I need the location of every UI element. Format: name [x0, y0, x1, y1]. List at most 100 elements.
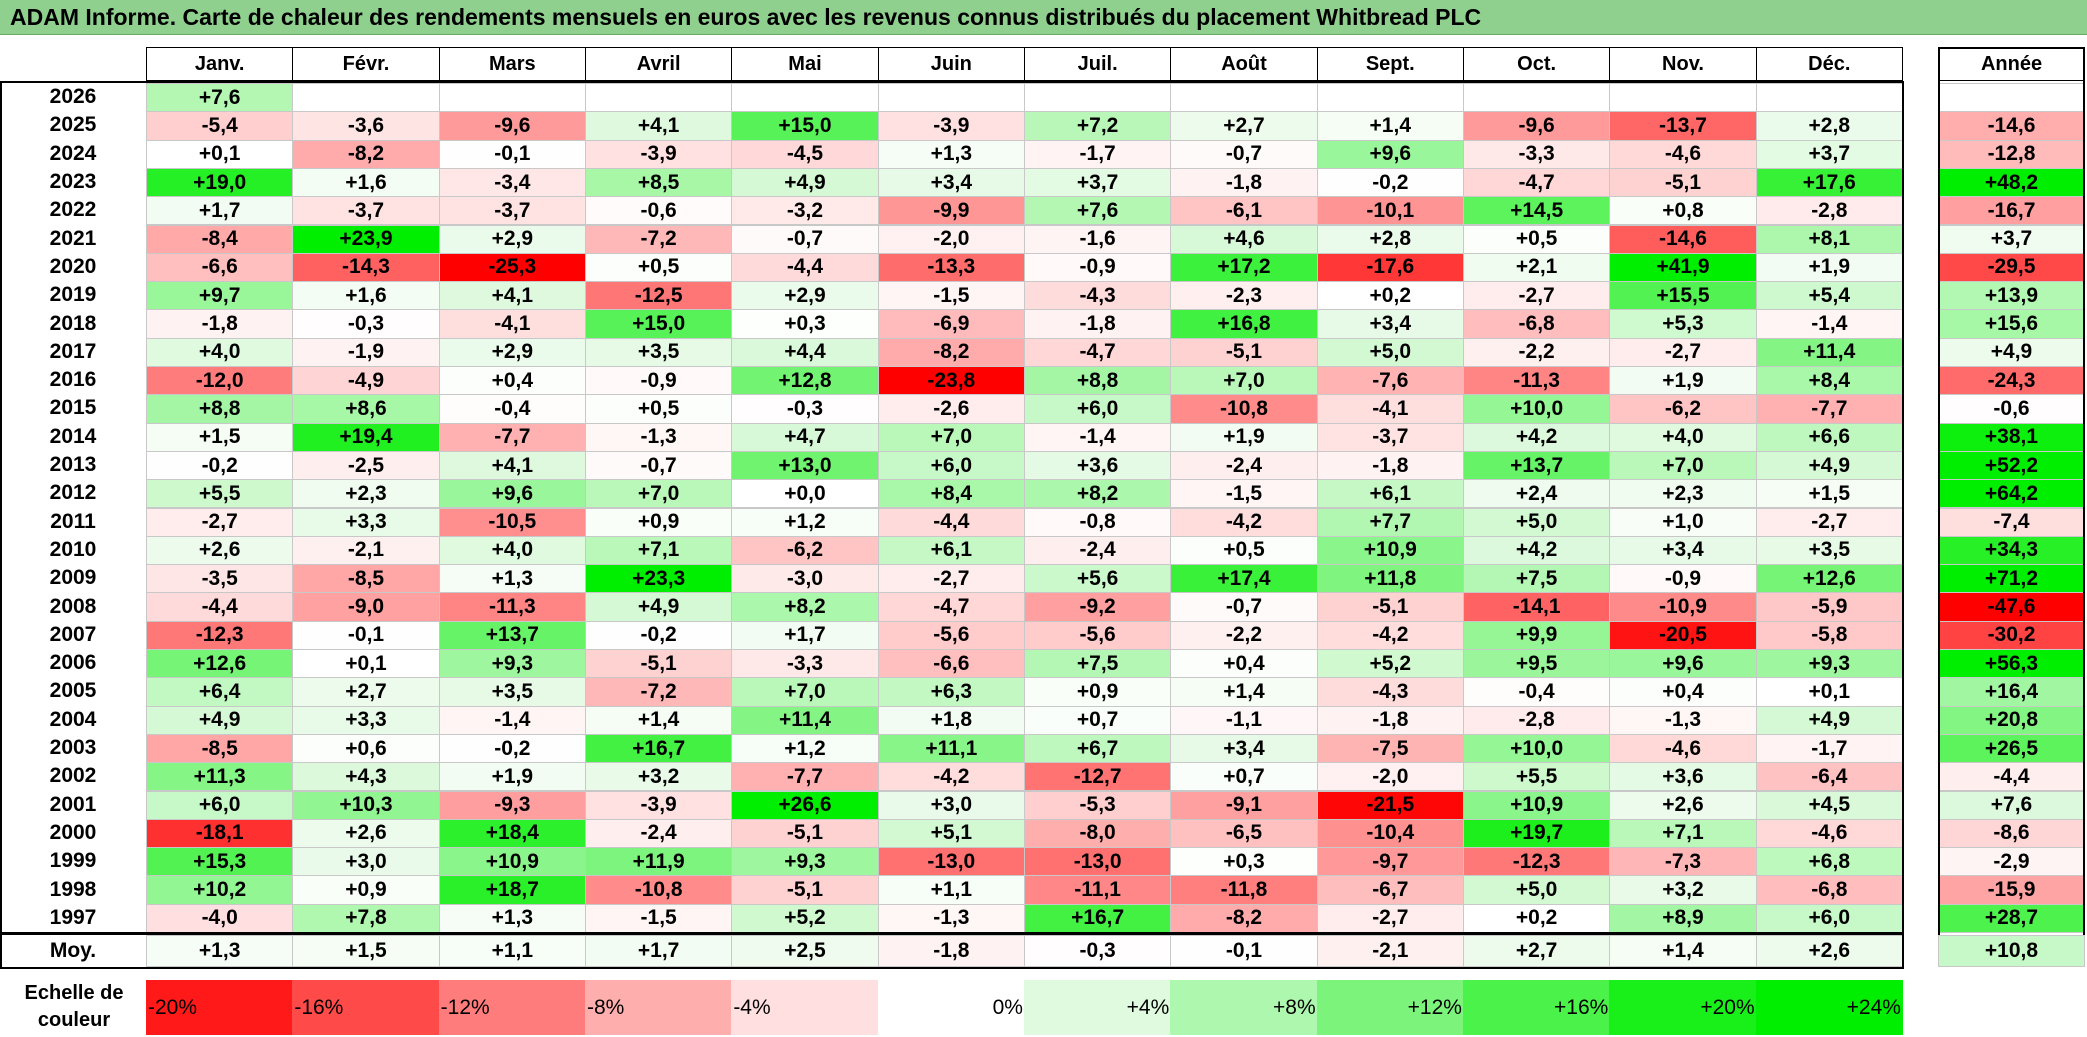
heatmap-cell: -5,4: [146, 111, 294, 141]
heatmap-cell: +2,7: [1170, 111, 1318, 141]
scale-tick-label: -16%: [294, 995, 344, 1019]
heatmap-cell: +7,6: [1023, 196, 1172, 226]
heatmap-cell: +15,5: [1609, 281, 1757, 311]
heatmap-cell: -10,4: [1316, 818, 1464, 849]
heatmap-cell: -1,5: [877, 281, 1025, 311]
heatmap-cell: +0,1: [146, 139, 294, 169]
heatmap-cell: -3,9: [584, 790, 733, 820]
heatmap-cell: -7,7: [438, 422, 586, 452]
heatmap-cell: -0,3: [292, 309, 440, 339]
heatmap-cell: +0,5: [1462, 224, 1611, 254]
row-year-label: 2002: [49, 764, 97, 788]
heatmap-cell: -9,3: [438, 790, 586, 820]
heatmap-cell: +3,5: [584, 337, 733, 367]
heatmap-cell: +10,9: [1462, 790, 1611, 820]
row-year-label: 2014: [49, 424, 97, 448]
heatmap-cell: +0,9: [584, 507, 733, 537]
row-year-label: 1997: [49, 905, 97, 929]
heatmap-cell: +1,9: [438, 762, 586, 792]
heatmap-cell: -2,5: [292, 450, 440, 481]
heatmap-cell: -1,8: [1170, 167, 1318, 198]
heatmap-cell: +4,0: [146, 337, 294, 367]
heatmap-cell: -7,2: [584, 224, 733, 254]
heatmap-cell: -5,1: [1609, 167, 1757, 198]
heatmap-cell: -7,7: [1755, 394, 1903, 424]
heatmap-cell: +3,6: [1023, 450, 1172, 481]
heatmap-cell: -13,0: [877, 847, 1025, 877]
heatmap-cell: -4,7: [877, 592, 1025, 622]
heatmap-cell: +6,1: [877, 535, 1025, 566]
heatmap-cell: -3,0: [731, 564, 879, 594]
annual-cell: -12,8: [1938, 139, 2085, 169]
heatmap-cell: -3,3: [1462, 139, 1611, 169]
heatmap-cell: +2,7: [292, 677, 440, 707]
heatmap-cell: [1609, 83, 1757, 113]
heatmap-cell: +3,3: [292, 507, 440, 537]
heatmap-cell: -17,6: [1316, 252, 1464, 283]
heatmap-cell: +13,7: [438, 620, 586, 650]
average-cell: +2,5: [731, 935, 879, 967]
heatmap-cell: -1,3: [584, 422, 733, 452]
heatmap-cell: [1023, 83, 1172, 113]
heatmap-cell: -3,2: [731, 196, 879, 226]
heatmap-cell: +3,5: [438, 677, 586, 707]
scale-tick-label: +16%: [1554, 995, 1609, 1019]
heatmap-cell: +13,7: [1462, 450, 1611, 481]
annual-cell: -0,6: [1938, 394, 2085, 424]
annual-cell: -7,4: [1938, 507, 2085, 537]
heatmap-cell: +3,7: [1755, 139, 1903, 169]
heatmap-cell: +14,5: [1462, 196, 1611, 226]
heatmap-cell: -4,6: [1755, 818, 1903, 849]
heatmap-cell: +7,0: [731, 677, 879, 707]
scale-tick-label: 0%: [992, 995, 1023, 1019]
heatmap-cell: +9,6: [1609, 649, 1757, 679]
heatmap-cell: +16,8: [1170, 309, 1318, 339]
heatmap-cell: [292, 83, 440, 113]
heatmap-cell: +1,7: [146, 196, 294, 226]
heatmap-cell: -8,5: [146, 733, 294, 764]
annual-cell: -29,5: [1938, 252, 2085, 283]
row-year-label: 2023: [49, 170, 97, 194]
heatmap-cell: +5,1: [877, 818, 1025, 849]
heatmap-cell: +1,5: [146, 422, 294, 452]
heatmap-cell: +4,9: [146, 705, 294, 735]
heatmap-cell: +3,7: [1023, 167, 1172, 198]
annual-cell: -14,6: [1938, 111, 2085, 141]
column-header-year: Année: [1938, 47, 2085, 81]
scale-tick-label: -4%: [733, 995, 771, 1019]
heatmap-cell: -11,1: [1023, 875, 1172, 905]
heatmap-cell: -2,0: [877, 224, 1025, 254]
heatmap-cell: -4,6: [1609, 139, 1757, 169]
heatmap-cell: [438, 83, 586, 113]
heatmap-cell: -1,8: [146, 309, 294, 339]
heatmap-cell: +5,6: [1023, 564, 1172, 594]
heatmap-cell: -14,6: [1609, 224, 1757, 254]
heatmap-cell: -3,7: [1316, 422, 1464, 452]
heatmap-cell: -10,8: [1170, 394, 1318, 424]
heatmap-cell: -2,7: [1462, 281, 1611, 311]
heatmap-cell: +7,7: [1316, 507, 1464, 537]
heatmap-cell: +1,0: [1609, 507, 1757, 537]
heatmap-cell: [584, 83, 733, 113]
heatmap-cell: +6,8: [1755, 847, 1903, 877]
heatmap-cell: +9,3: [731, 847, 879, 877]
heatmap-cell: -4,4: [731, 252, 879, 283]
scale-tick-label: +24%: [1846, 995, 1901, 1019]
heatmap-cell: +2,8: [1755, 111, 1903, 141]
heatmap-cell: +1,2: [731, 507, 879, 537]
column-header: Oct.: [1462, 47, 1611, 81]
average-cell: +2,7: [1462, 935, 1611, 967]
heatmap-cell: -4,3: [1316, 677, 1464, 707]
annual-cell: -30,2: [1938, 620, 2085, 650]
heatmap-cell: +6,7: [1023, 733, 1172, 764]
heatmap-cell: +0,0: [731, 479, 879, 509]
heatmap-cell: -9,0: [292, 592, 440, 622]
heatmap-cell: +15,0: [731, 111, 879, 141]
row-year-label: 2011: [50, 509, 96, 533]
heatmap-cell: -5,1: [584, 649, 733, 679]
heatmap-cell: +4,1: [584, 111, 733, 141]
heatmap-cell: +5,2: [731, 903, 879, 933]
heatmap-cell: +0,5: [584, 252, 733, 283]
heatmap-cell: +3,3: [292, 705, 440, 735]
heatmap-cell: +0,7: [1023, 705, 1172, 735]
